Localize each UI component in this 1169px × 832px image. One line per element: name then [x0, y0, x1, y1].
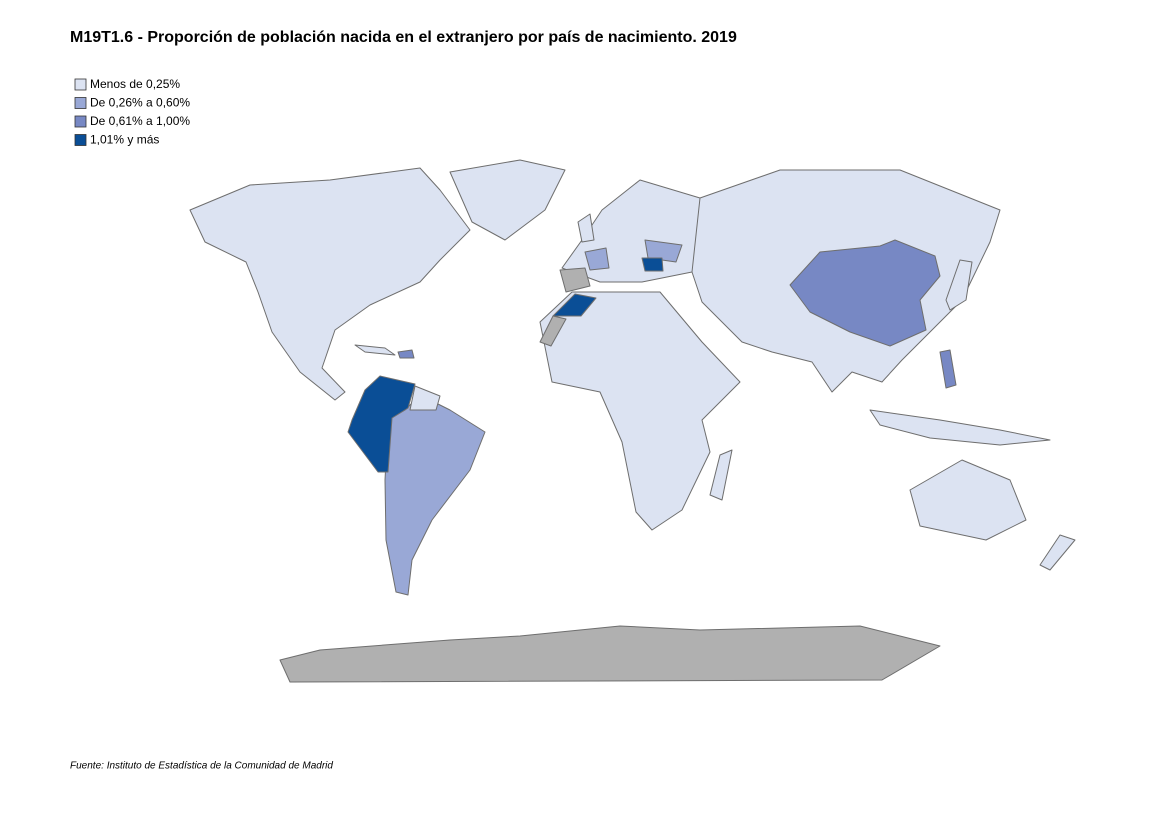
new-zealand: [1039, 534, 1076, 571]
north-america: [189, 167, 471, 401]
source-note: Fuente: Instituto de Estadística de la C…: [70, 761, 333, 772]
legend-swatch: [74, 78, 87, 91]
madagascar: [709, 449, 733, 501]
guianas: [409, 385, 441, 411]
western-sahara: [539, 315, 567, 347]
ukraine: [644, 239, 683, 263]
legend-label: 1,01% y más: [90, 133, 159, 147]
indonesia: [869, 409, 1051, 446]
greenland: [449, 159, 566, 241]
legend-swatch: [74, 97, 87, 109]
map-title: M19T1.6 - Proporción de población nacida…: [70, 29, 737, 46]
australia: [909, 459, 1027, 541]
dominican-republic: [397, 349, 415, 359]
philippines: [939, 349, 957, 389]
legend-label: Menos de 0,25%: [90, 77, 180, 91]
france: [584, 247, 610, 271]
legend: Menos de 0,25% De 0,26% a 0,60% De 0,61% a…: [74, 77, 190, 147]
africa: [539, 291, 741, 531]
antarctica: [279, 625, 941, 683]
china: [789, 239, 941, 347]
legend-label: De 0,61% a 1,00%: [90, 114, 190, 128]
romania: [641, 257, 664, 272]
brazil-region: [384, 394, 486, 596]
legend-label: De 0,26% a 0,60%: [90, 96, 190, 110]
cuba: [354, 344, 396, 356]
legend-swatch: [74, 134, 87, 146]
japan: [945, 259, 973, 311]
world-map: [189, 159, 1076, 683]
legend-swatch: [74, 115, 87, 128]
uk: [577, 213, 595, 243]
morocco: [552, 293, 597, 317]
andean-region: [347, 375, 416, 473]
spain: [559, 267, 591, 293]
